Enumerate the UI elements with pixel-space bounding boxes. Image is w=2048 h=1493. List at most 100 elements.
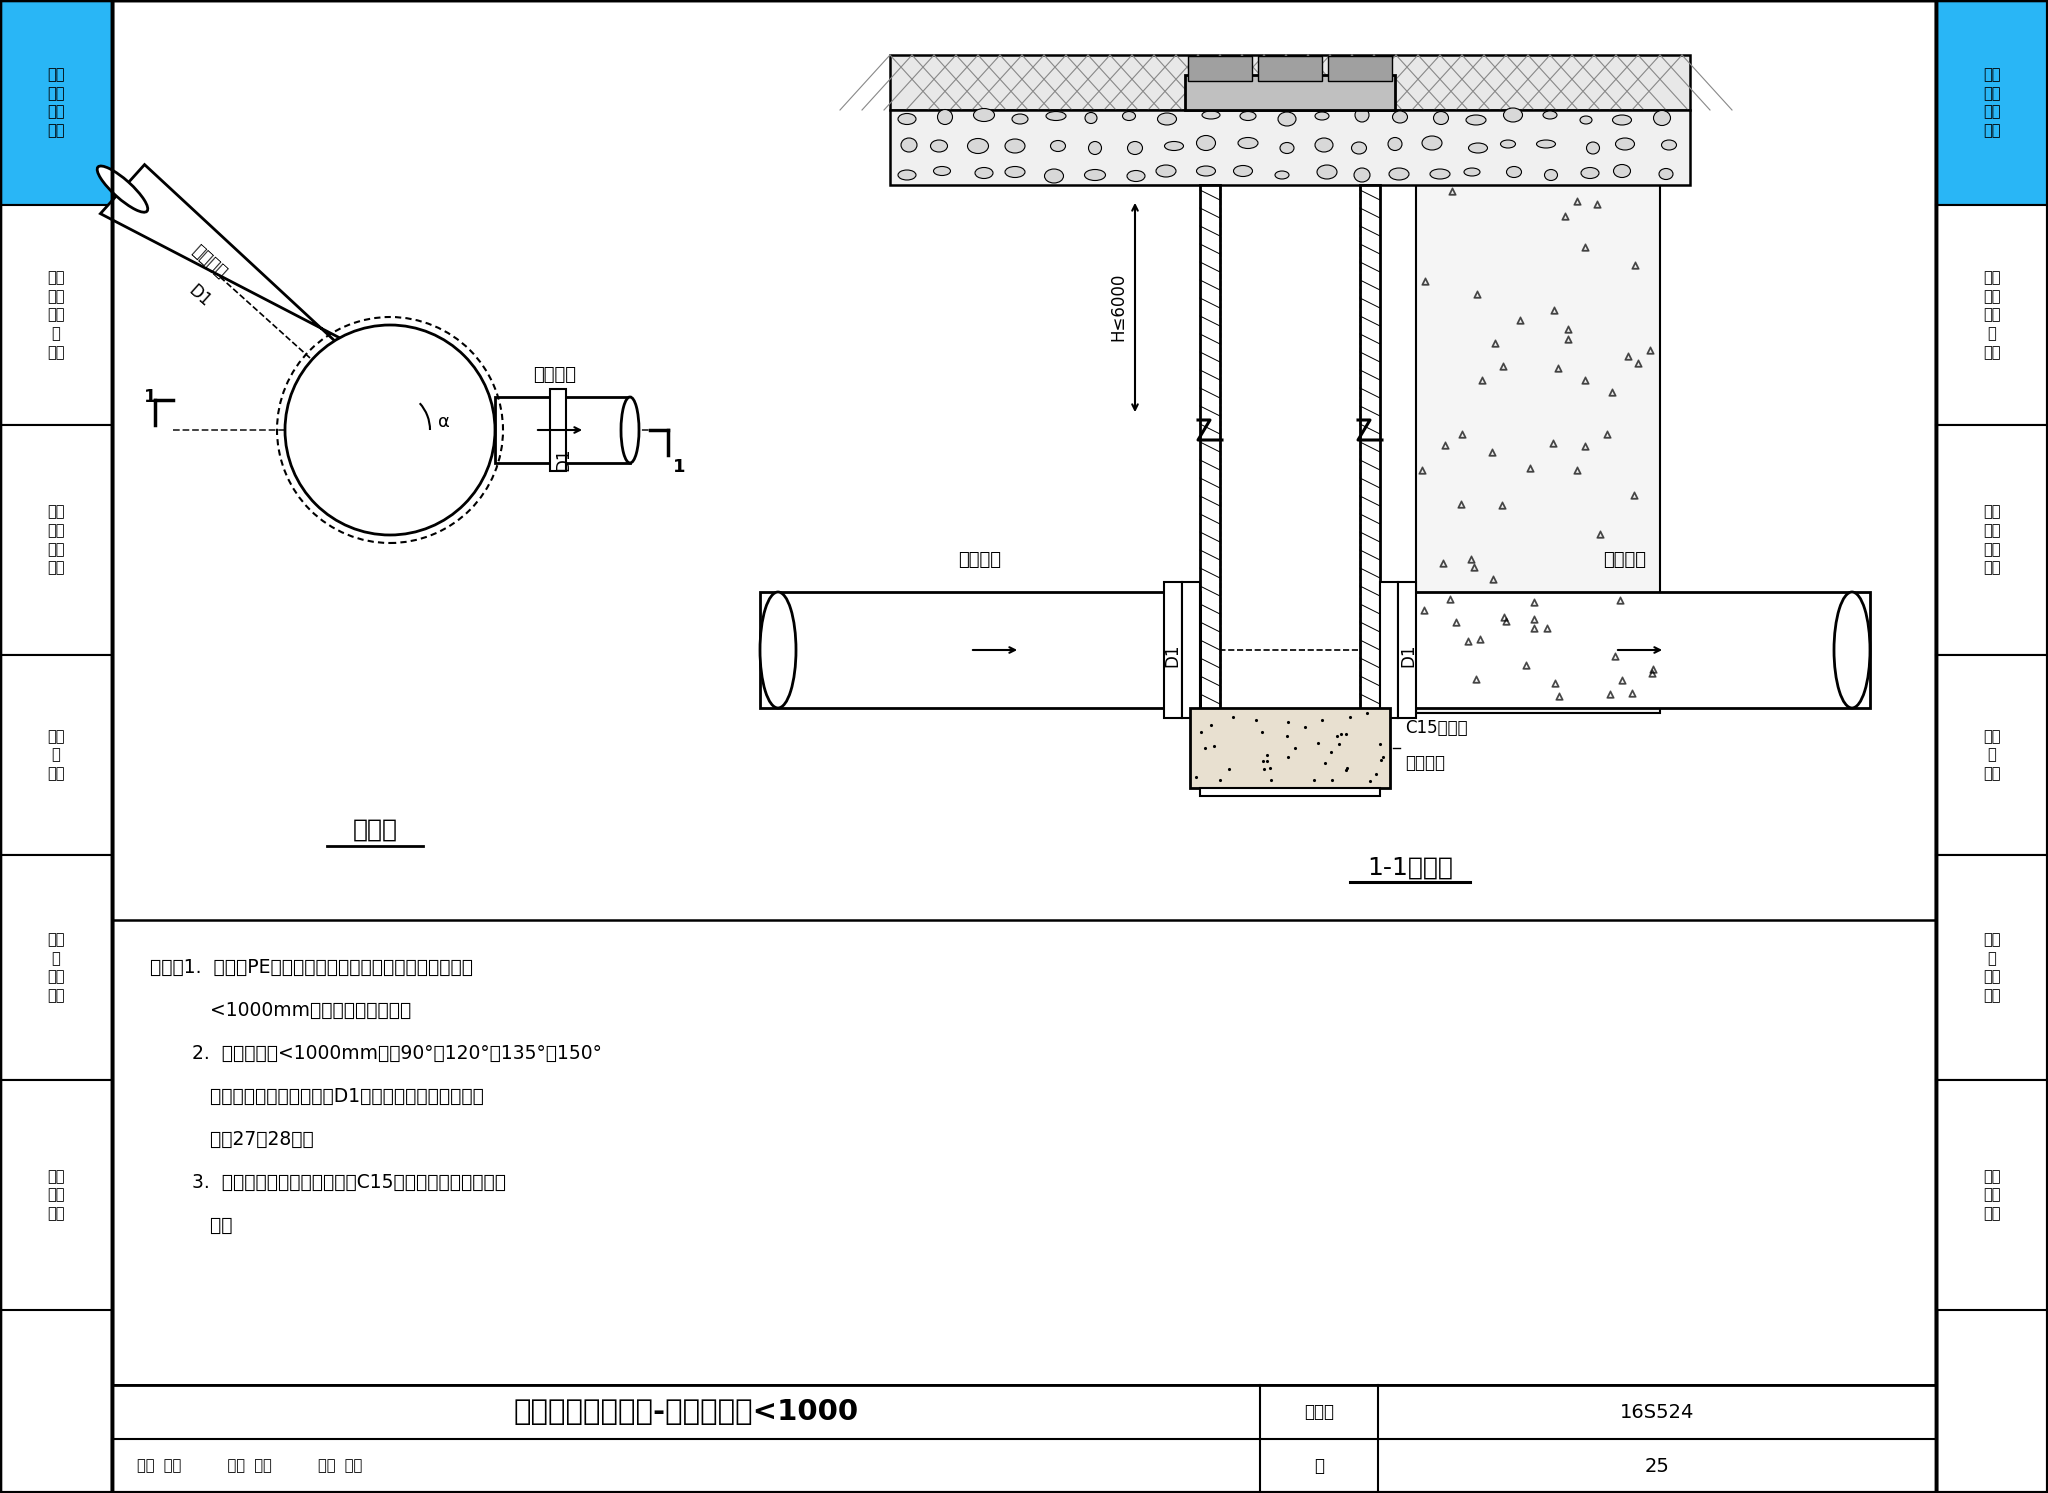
Ellipse shape bbox=[1087, 142, 1102, 154]
Ellipse shape bbox=[1126, 170, 1145, 182]
Bar bbox=[1327, 57, 1393, 81]
Bar bbox=[0, 655, 113, 855]
Ellipse shape bbox=[1352, 142, 1366, 154]
Ellipse shape bbox=[1276, 172, 1288, 179]
Text: 16S524: 16S524 bbox=[1620, 1402, 1694, 1421]
Text: 平面图: 平面图 bbox=[352, 818, 397, 842]
Bar bbox=[1182, 582, 1200, 718]
Ellipse shape bbox=[1196, 166, 1217, 176]
Ellipse shape bbox=[1315, 137, 1333, 152]
Ellipse shape bbox=[96, 166, 147, 212]
Text: 检查
井与
管道
的
连接: 检查 井与 管道 的 连接 bbox=[1982, 270, 2001, 360]
Bar bbox=[551, 390, 565, 470]
Ellipse shape bbox=[1122, 112, 1135, 121]
Bar bbox=[1188, 57, 1251, 81]
Ellipse shape bbox=[967, 139, 989, 154]
Ellipse shape bbox=[1579, 116, 1591, 124]
Ellipse shape bbox=[1085, 112, 1098, 124]
Text: 2.  井底座直径<1000mm时，90°、120°、135°、150°: 2. 井底座直径<1000mm时，90°、120°、135°、150° bbox=[150, 1044, 602, 1063]
Ellipse shape bbox=[1434, 112, 1448, 124]
Ellipse shape bbox=[1507, 167, 1522, 178]
Bar bbox=[1200, 788, 1380, 796]
Ellipse shape bbox=[1165, 142, 1184, 151]
Ellipse shape bbox=[1614, 164, 1630, 178]
Text: 相关
技术
资料: 相关 技术 资料 bbox=[1982, 1169, 2001, 1221]
Ellipse shape bbox=[1317, 166, 1337, 179]
Text: 1-1剖面图: 1-1剖面图 bbox=[1368, 855, 1452, 879]
Bar bbox=[0, 0, 113, 205]
Ellipse shape bbox=[1466, 115, 1487, 125]
Text: 检查
井
结构
计算: 检查 井 结构 计算 bbox=[47, 932, 66, 1003]
Text: 检查
井附
件及
安装: 检查 井附 件及 安装 bbox=[47, 505, 66, 575]
Bar bbox=[0, 426, 113, 655]
Bar bbox=[0, 855, 113, 1079]
Ellipse shape bbox=[1006, 167, 1024, 178]
Bar bbox=[1186, 75, 1395, 110]
Ellipse shape bbox=[1653, 110, 1671, 125]
Ellipse shape bbox=[1536, 140, 1556, 148]
Ellipse shape bbox=[1501, 140, 1516, 148]
Ellipse shape bbox=[897, 170, 915, 181]
Text: α: α bbox=[438, 414, 451, 431]
Bar bbox=[1380, 582, 1399, 718]
Ellipse shape bbox=[1233, 166, 1253, 176]
Ellipse shape bbox=[1389, 137, 1403, 151]
Ellipse shape bbox=[1661, 140, 1677, 149]
Bar bbox=[760, 593, 1200, 708]
Bar bbox=[1399, 582, 1415, 718]
Bar bbox=[0, 0, 113, 1493]
Ellipse shape bbox=[1542, 110, 1556, 119]
Text: D1: D1 bbox=[555, 448, 571, 470]
Ellipse shape bbox=[760, 593, 797, 708]
Ellipse shape bbox=[1430, 169, 1450, 179]
Text: 检查
井与
管道
的
连接: 检查 井与 管道 的 连接 bbox=[47, 270, 66, 360]
Bar bbox=[1190, 708, 1391, 788]
Bar bbox=[1935, 1079, 2048, 1309]
Bar bbox=[113, 0, 1935, 1493]
Bar bbox=[1935, 855, 2048, 1079]
Text: 说明：1.  适用于PE缠绕结构壁管二次成型的下部井底座直径: 说明：1. 适用于PE缠绕结构壁管二次成型的下部井底座直径 bbox=[150, 959, 473, 976]
Bar bbox=[1360, 185, 1380, 730]
Bar bbox=[1935, 655, 2048, 855]
Bar bbox=[113, 0, 1935, 1493]
Ellipse shape bbox=[1393, 110, 1407, 122]
Text: 检查
井
施工: 检查 井 施工 bbox=[47, 729, 66, 781]
Circle shape bbox=[285, 325, 496, 534]
Bar bbox=[1380, 593, 1870, 708]
Text: 相关
技术
资料: 相关 技术 资料 bbox=[47, 1169, 66, 1221]
Ellipse shape bbox=[938, 109, 952, 124]
Text: 集第27、28页。: 集第27、28页。 bbox=[150, 1130, 313, 1150]
Text: <1000mm时的整体式检查井。: <1000mm时的整体式检查井。 bbox=[150, 1000, 412, 1020]
Ellipse shape bbox=[934, 167, 950, 176]
Ellipse shape bbox=[1006, 139, 1024, 152]
Text: 25: 25 bbox=[1645, 1457, 1669, 1475]
Ellipse shape bbox=[1047, 112, 1067, 121]
Ellipse shape bbox=[1278, 112, 1296, 125]
Text: H≤6000: H≤6000 bbox=[1110, 273, 1126, 342]
Ellipse shape bbox=[975, 167, 993, 179]
Bar bbox=[113, 1386, 1935, 1493]
Text: 检查
井部
件及
安装: 检查 井部 件及 安装 bbox=[1982, 67, 2001, 137]
Bar bbox=[1935, 205, 2048, 426]
Ellipse shape bbox=[1085, 170, 1106, 181]
Bar bbox=[496, 397, 631, 463]
Text: 页: 页 bbox=[1315, 1457, 1323, 1475]
Text: 1: 1 bbox=[674, 458, 686, 476]
Ellipse shape bbox=[1012, 113, 1028, 124]
Bar bbox=[1163, 582, 1182, 718]
Ellipse shape bbox=[1503, 107, 1522, 122]
Ellipse shape bbox=[973, 109, 995, 121]
Bar bbox=[1200, 185, 1221, 730]
Ellipse shape bbox=[621, 397, 639, 463]
Text: D1: D1 bbox=[1399, 643, 1417, 667]
Text: 检查
井
结构
计算: 检查 井 结构 计算 bbox=[1982, 932, 2001, 1003]
Ellipse shape bbox=[930, 140, 948, 152]
Bar bbox=[0, 1079, 113, 1309]
Bar bbox=[1415, 185, 1661, 714]
Bar bbox=[1935, 426, 2048, 655]
Ellipse shape bbox=[1155, 166, 1176, 178]
Ellipse shape bbox=[1280, 142, 1294, 154]
Text: 砌筑流槽: 砌筑流槽 bbox=[1405, 754, 1446, 772]
Bar bbox=[891, 55, 1690, 110]
Ellipse shape bbox=[897, 113, 915, 124]
